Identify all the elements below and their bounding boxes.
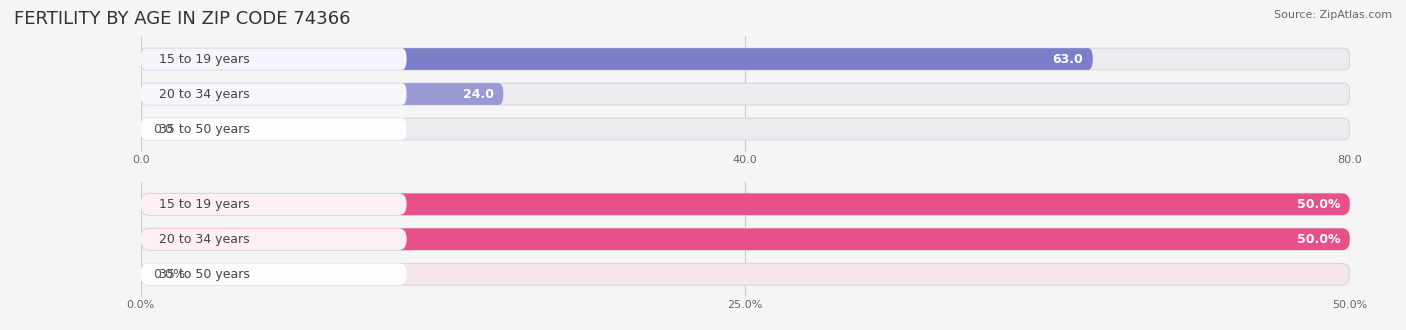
FancyBboxPatch shape (141, 228, 1350, 250)
FancyBboxPatch shape (141, 83, 1350, 105)
Text: 24.0: 24.0 (463, 87, 494, 101)
Text: 15 to 19 years: 15 to 19 years (159, 52, 249, 66)
FancyBboxPatch shape (141, 48, 1092, 70)
Text: 50.0%: 50.0% (1296, 233, 1340, 246)
FancyBboxPatch shape (141, 263, 406, 285)
Text: 50.0%: 50.0% (1296, 198, 1340, 211)
FancyBboxPatch shape (141, 228, 1350, 250)
Text: FERTILITY BY AGE IN ZIP CODE 74366: FERTILITY BY AGE IN ZIP CODE 74366 (14, 10, 350, 28)
FancyBboxPatch shape (141, 48, 1350, 70)
FancyBboxPatch shape (141, 83, 503, 105)
FancyBboxPatch shape (141, 193, 406, 215)
Text: 20 to 34 years: 20 to 34 years (159, 233, 249, 246)
FancyBboxPatch shape (141, 263, 1350, 285)
FancyBboxPatch shape (141, 83, 406, 105)
Text: 15 to 19 years: 15 to 19 years (159, 198, 249, 211)
Text: 0.0: 0.0 (153, 122, 173, 136)
FancyBboxPatch shape (141, 118, 406, 140)
Text: 35 to 50 years: 35 to 50 years (159, 268, 250, 281)
Text: 63.0: 63.0 (1052, 52, 1083, 66)
FancyBboxPatch shape (141, 228, 406, 250)
Text: 20 to 34 years: 20 to 34 years (159, 87, 249, 101)
FancyBboxPatch shape (141, 118, 1350, 140)
Text: Source: ZipAtlas.com: Source: ZipAtlas.com (1274, 10, 1392, 20)
Text: 0.0%: 0.0% (153, 268, 184, 281)
FancyBboxPatch shape (141, 193, 1350, 215)
Text: 35 to 50 years: 35 to 50 years (159, 122, 250, 136)
FancyBboxPatch shape (141, 193, 1350, 215)
FancyBboxPatch shape (141, 48, 406, 70)
